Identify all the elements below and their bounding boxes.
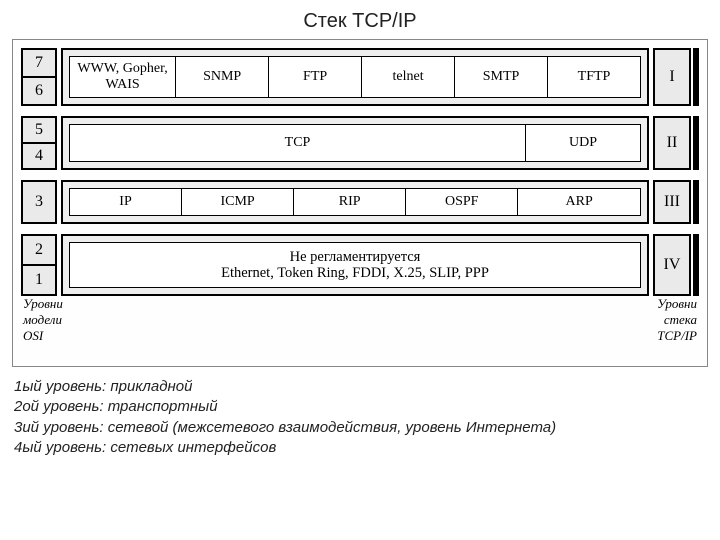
- tcpip-col-2: II: [653, 116, 691, 170]
- right-edge-3: [693, 180, 699, 224]
- bottom-label-tcpip: Уровни стека TCP/IP: [657, 296, 697, 344]
- proto-box: OSPF: [406, 188, 518, 216]
- proto-box: SMTP: [455, 56, 548, 98]
- right-edge-1: [693, 48, 699, 106]
- band-4: Не регламентируется Ethernet, Token Ring…: [61, 234, 649, 296]
- osi-col-3: 3: [21, 180, 57, 224]
- proto-box: TFTP: [548, 56, 641, 98]
- proto-box: RIP: [294, 188, 406, 216]
- band-1: WWW, Gopher, WAISSNMPFTPtelnetSMTPTFTP: [61, 48, 649, 106]
- legend: 1ый уровень: прикладной2ой уровень: тран…: [12, 377, 708, 458]
- legend-line: 1ый уровень: прикладной: [14, 377, 708, 397]
- layer-row-3: 3 IPICMPRIPOSPFARP III: [21, 180, 699, 224]
- layer-row-2: 5 4 TCPUDP II: [21, 116, 699, 170]
- band-2: TCPUDP: [61, 116, 649, 170]
- tcpip-level-1: I: [653, 48, 691, 106]
- band-4-inner: Не регламентируется Ethernet, Token Ring…: [69, 242, 641, 288]
- proto-physical-layer: Не регламентируется Ethernet, Token Ring…: [69, 242, 641, 288]
- tcpip-diagram: 7 6 WWW, Gopher, WAISSNMPFTPtelnetSMTPTF…: [12, 39, 708, 367]
- osi-level-3: 3: [21, 180, 57, 224]
- tcpip-col-3: III: [653, 180, 691, 224]
- page-title: Стек TCP/IP: [12, 10, 708, 33]
- legend-line: 3ий уровень: сетевой (межсетевого взаимо…: [14, 418, 708, 438]
- layer-row-4: 2 1 Не регламентируется Ethernet, Token …: [21, 234, 699, 296]
- proto-box: UDP: [526, 124, 641, 162]
- proto-box: SNMP: [176, 56, 269, 98]
- band-3-inner: IPICMPRIPOSPFARP: [69, 188, 641, 216]
- legend-line: 2ой уровень: транспортный: [14, 397, 708, 417]
- osi-col-4: 2 1: [21, 234, 57, 296]
- band-1-inner: WWW, Gopher, WAISSNMPFTPtelnetSMTPTFTP: [69, 56, 641, 98]
- bottom-label-osi: Уровни модели OSI: [23, 296, 63, 344]
- proto-box: ICMP: [182, 188, 294, 216]
- right-edge-2: [693, 116, 699, 170]
- osi-level-4: 4: [21, 144, 57, 170]
- proto-box: WWW, Gopher, WAIS: [69, 56, 176, 98]
- proto-box: ARP: [518, 188, 641, 216]
- proto-box: telnet: [362, 56, 455, 98]
- osi-level-6: 6: [21, 78, 57, 106]
- band-2-inner: TCPUDP: [69, 124, 641, 162]
- proto-box: FTP: [269, 56, 362, 98]
- tcpip-level-2: II: [653, 116, 691, 170]
- bottom-labels: Уровни модели OSI Уровни стека TCP/IP: [21, 296, 699, 344]
- osi-level-5: 5: [21, 116, 57, 144]
- legend-line: 4ый уровень: сетевых интерфейсов: [14, 438, 708, 458]
- tcpip-col-4: IV: [653, 234, 691, 296]
- tcpip-col-1: I: [653, 48, 691, 106]
- tcpip-level-3: III: [653, 180, 691, 224]
- osi-level-2: 2: [21, 234, 57, 266]
- proto-box: IP: [69, 188, 182, 216]
- osi-col-1: 7 6: [21, 48, 57, 106]
- layer-row-1: 7 6 WWW, Gopher, WAISSNMPFTPtelnetSMTPTF…: [21, 48, 699, 106]
- tcpip-level-4: IV: [653, 234, 691, 296]
- osi-col-2: 5 4: [21, 116, 57, 170]
- band-3: IPICMPRIPOSPFARP: [61, 180, 649, 224]
- page-container: Стек TCP/IP 7 6 WWW, Gopher, WAISSNMPFTP…: [0, 0, 720, 466]
- proto-box: TCP: [69, 124, 526, 162]
- osi-level-7: 7: [21, 48, 57, 78]
- right-edge-4: [693, 234, 699, 296]
- osi-level-1: 1: [21, 266, 57, 296]
